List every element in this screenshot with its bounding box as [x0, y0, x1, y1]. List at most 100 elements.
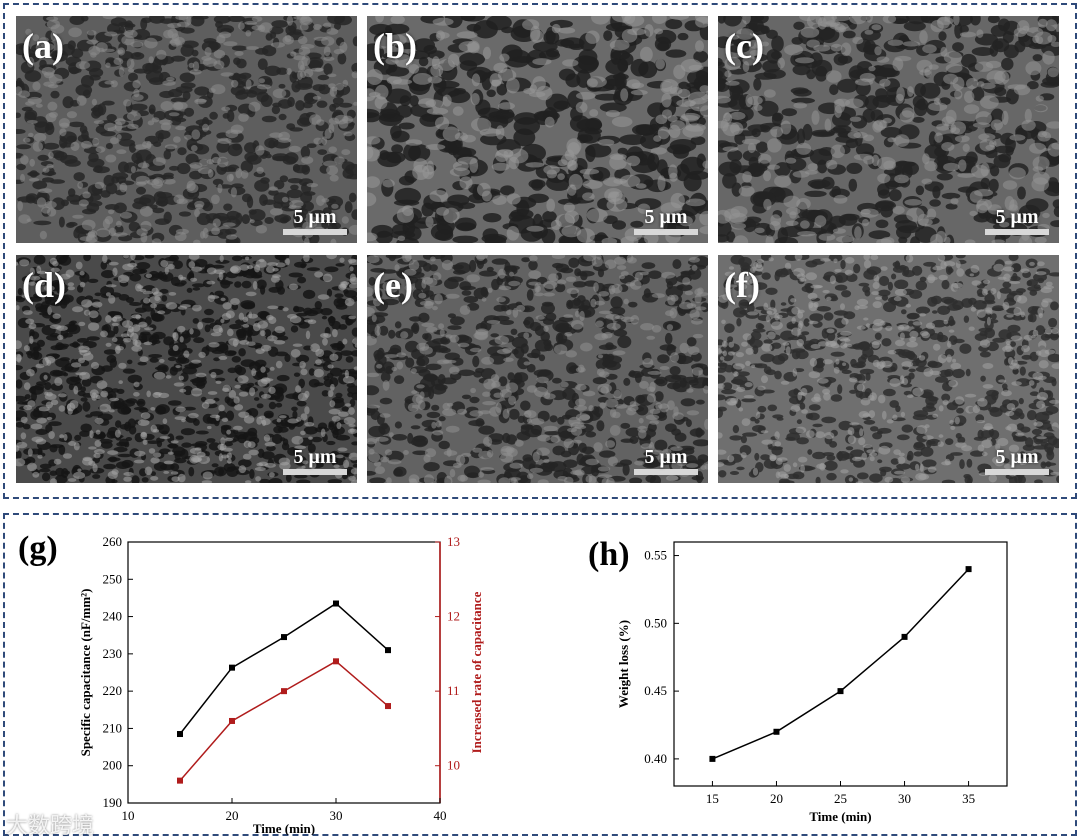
- pore: [33, 220, 52, 226]
- grain: [782, 342, 790, 346]
- pore: [152, 333, 160, 343]
- pore: [603, 30, 613, 41]
- grain: [784, 262, 792, 270]
- pore: [840, 259, 846, 270]
- grain: [878, 394, 886, 404]
- grain: [127, 262, 138, 268]
- grain: [382, 380, 390, 391]
- pore: [1052, 199, 1059, 209]
- grain: [179, 304, 191, 308]
- grain: [308, 436, 313, 440]
- pore: [903, 266, 910, 276]
- grain: [344, 298, 355, 307]
- panel-label: (b): [373, 26, 417, 66]
- grain: [251, 16, 263, 22]
- grain: [679, 115, 699, 122]
- grain: [937, 17, 954, 25]
- grain: [1033, 421, 1044, 427]
- grain: [116, 149, 127, 154]
- pore: [686, 337, 697, 347]
- pore: [223, 203, 233, 211]
- pore: [153, 191, 167, 204]
- pore: [145, 70, 164, 83]
- pore: [552, 377, 562, 384]
- grain: [25, 101, 35, 106]
- grain: [906, 207, 925, 222]
- pore: [235, 212, 243, 225]
- grain: [469, 410, 484, 417]
- grain: [630, 315, 640, 325]
- grain: [367, 286, 375, 297]
- pore: [696, 399, 705, 405]
- pore: [45, 424, 53, 433]
- pore: [1019, 366, 1026, 376]
- grain: [260, 394, 272, 399]
- pore: [853, 263, 861, 274]
- grain: [167, 451, 174, 455]
- grain: [738, 185, 755, 197]
- grain: [966, 78, 979, 90]
- grain: [579, 414, 591, 421]
- pore: [264, 412, 274, 419]
- grain: [979, 339, 991, 348]
- pore: [780, 302, 787, 306]
- grain: [245, 79, 252, 90]
- pore: [326, 440, 336, 446]
- grain: [491, 162, 510, 171]
- grain: [922, 153, 930, 165]
- pore: [438, 416, 446, 422]
- grain: [150, 424, 158, 433]
- pore: [272, 155, 290, 162]
- grain: [477, 479, 491, 483]
- grain: [733, 235, 749, 243]
- grain: [534, 292, 544, 297]
- grain: [99, 403, 111, 412]
- grain: [894, 174, 909, 184]
- grain: [763, 198, 772, 211]
- pore: [352, 463, 357, 468]
- grain: [75, 261, 83, 270]
- grain: [508, 477, 521, 481]
- grain: [863, 134, 875, 142]
- pore: [718, 374, 726, 384]
- grain: [314, 271, 323, 278]
- pore: [555, 283, 566, 293]
- grain: [657, 453, 664, 463]
- grain: [776, 314, 783, 319]
- grain: [593, 282, 599, 292]
- grain: [164, 144, 178, 150]
- grain: [26, 369, 35, 377]
- grain: [146, 141, 152, 150]
- pore: [286, 189, 303, 199]
- grain: [348, 224, 357, 235]
- grain: [884, 476, 894, 483]
- grain: [455, 454, 466, 466]
- grain: [194, 447, 202, 451]
- pore: [921, 459, 937, 468]
- grain: [978, 133, 996, 141]
- pore: [1019, 451, 1026, 459]
- pore: [222, 113, 230, 119]
- grain: [991, 239, 1005, 243]
- grain: [332, 328, 338, 338]
- pore: [90, 411, 104, 417]
- grain: [555, 213, 576, 228]
- grain: [382, 281, 395, 292]
- grain: [825, 70, 842, 83]
- grain: [894, 470, 906, 475]
- pore: [876, 430, 884, 435]
- sem-texture: [16, 16, 357, 243]
- pore: [1026, 410, 1037, 421]
- pore: [68, 121, 85, 128]
- pore: [278, 113, 287, 121]
- pore: [612, 220, 626, 230]
- pore: [306, 267, 320, 272]
- pore: [978, 327, 992, 333]
- grain: [597, 466, 611, 472]
- pore: [893, 18, 908, 24]
- pore: [184, 107, 195, 117]
- grain: [649, 420, 659, 425]
- grain: [25, 318, 35, 324]
- grain: [131, 345, 143, 352]
- grain: [952, 358, 957, 363]
